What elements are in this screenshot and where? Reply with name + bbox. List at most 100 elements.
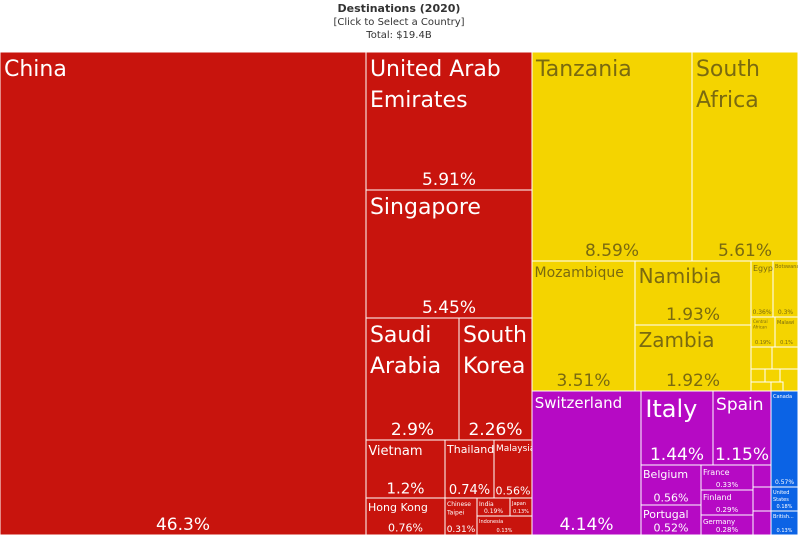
treemap-tile-europe-minor[interactable] [752, 486, 772, 512]
treemap-tile-chinese-taipei[interactable] [444, 497, 478, 535]
treemap-cell-canada[interactable]: Canada 0.57% [770, 390, 798, 488]
treemap-cell-malawi[interactable]: Malawi 0.1% [774, 316, 798, 348]
treemap-cell-france[interactable]: France 0.33% [700, 464, 754, 491]
chart-title: Destinations (2020) [337, 2, 461, 15]
treemap-cell-hong-kong[interactable]: Hong Kong 0.76% [365, 497, 446, 535]
treemap-cell-vietnam[interactable]: Vietnam 1.2% [365, 439, 446, 499]
treemap-cell-switzerland[interactable]: Switzerland 4.14% [531, 390, 642, 535]
treemap-tile-malawi[interactable] [774, 316, 798, 348]
treemap-value-italy: 1.44% [650, 445, 704, 465]
treemap-tile-italy[interactable] [640, 390, 714, 466]
treemap-label-belgium: Belgium [643, 468, 688, 481]
treemap-cell-united-arab-emirates[interactable]: United Arab Emirates 5.91% [365, 51, 533, 191]
treemap-cell-spain[interactable]: Spain 1.15% [712, 390, 772, 466]
treemap-value-spain: 1.15% [715, 445, 769, 465]
treemap-cell-botswana[interactable]: Botswana 0.3% [772, 260, 798, 318]
treemap-cell-malaysia[interactable]: Malaysia 0.56% [493, 439, 535, 499]
treemap-label-finland: Finland [703, 493, 732, 502]
treemap-value-central-african-republic: 0.19% [755, 340, 771, 346]
treemap-tile-china[interactable] [0, 51, 367, 535]
treemap-tile-africa-minor[interactable] [750, 346, 773, 370]
treemap-value-south-africa: 5.61% [718, 241, 772, 261]
treemap-value-united-arab-emirates: 5.91% [422, 170, 476, 190]
treemap-label-vietnam: Vietnam [368, 444, 422, 459]
treemap-tile-africa-minor[interactable] [750, 381, 772, 392]
treemap-cell-british[interactable]: British... 0.13% [770, 510, 798, 535]
treemap-tile-finland[interactable] [700, 489, 754, 516]
treemap-cell-italy[interactable]: Italy 1.44% [640, 390, 714, 466]
treemap-value-tanzania: 8.59% [585, 241, 639, 261]
treemap-value-belgium: 0.56% [654, 492, 689, 505]
treemap-value-thailand: 0.74% [449, 483, 490, 498]
treemap-tile-germany[interactable] [700, 514, 754, 535]
treemap-tile-africa-minor[interactable] [771, 346, 798, 370]
treemap-tile-malaysia[interactable] [493, 439, 533, 499]
treemap-label-united-states: United States [773, 490, 789, 503]
treemap-tile-singapore[interactable] [365, 189, 533, 319]
treemap-tile-europe-minor[interactable] [752, 510, 772, 535]
treemap-tile-hong-kong[interactable] [365, 497, 446, 535]
select-country-link[interactable]: [Click to Select a Country] [333, 17, 465, 28]
treemap-label-british: British... [773, 514, 794, 520]
treemap-value-botswana: 0.3% [778, 309, 794, 316]
treemap-cell-japan[interactable]: Japan 0.13% [509, 497, 533, 517]
treemap-value-mozambique: 3.51% [556, 371, 610, 391]
treemap-tile-vietnam[interactable] [365, 439, 446, 499]
treemap-tile-switzerland[interactable] [531, 390, 642, 535]
treemap-tile-south-africa[interactable] [691, 51, 798, 262]
treemap-tile-saudi-arabia[interactable] [365, 317, 460, 441]
treemap-tile-africa-minor[interactable] [770, 381, 784, 392]
treemap-tile-belgium[interactable] [640, 464, 702, 506]
treemap-tile-united-arab-emirates[interactable] [365, 51, 533, 191]
treemap-tile-tanzania[interactable] [531, 51, 693, 262]
treemap-label-singapore: Singapore [370, 195, 481, 220]
treemap-value-indonesia: 0.13% [497, 528, 513, 534]
treemap-tile-europe-minor[interactable] [752, 464, 772, 488]
treemap-cell-finland[interactable]: Finland 0.29% [700, 489, 754, 516]
treemap-tile-zambia[interactable] [634, 324, 752, 392]
treemap-tile-canada[interactable] [770, 390, 798, 488]
treemap-cell-saudi-arabia[interactable]: Saudi Arabia 2.9% [365, 317, 460, 441]
treemap-value-saudi-arabia: 2.9% [391, 420, 434, 440]
treemap-tile-botswana[interactable] [772, 260, 798, 318]
treemap-cell-tanzania[interactable]: Tanzania 8.59% [531, 51, 693, 262]
treemap-tile-british[interactable] [770, 510, 798, 535]
treemap-cell-chinese-taipei[interactable]: Chinese Taipei 0.31% [444, 497, 478, 535]
treemap-label-united-arab-emirates: United Arab Emirates [370, 57, 501, 113]
treemap-label-switzerland: Switzerland [535, 394, 623, 412]
treemap-cell-zambia[interactable]: Zambia 1.92% [634, 324, 752, 392]
treemap-cell-belgium[interactable]: Belgium 0.56% [640, 464, 702, 506]
treemap-value-singapore: 5.45% [422, 298, 476, 318]
treemap-cell-egypt[interactable]: Egypt 0.36% [750, 260, 776, 318]
treemap-cell-central-african-republic[interactable]: Central African 0.19% [750, 316, 776, 348]
treemap-cell-thailand[interactable]: Thailand 0.74% [444, 439, 495, 499]
treemap-label-portugal: Portugal [643, 508, 689, 521]
treemap-tile-south-korea[interactable] [458, 317, 533, 441]
treemap-label-south-korea: South Korea [463, 323, 527, 379]
treemap-tile-mozambique[interactable] [531, 260, 636, 392]
treemap-cell-singapore[interactable]: Singapore 5.45% [365, 189, 533, 319]
treemap-value-china: 46.3% [156, 515, 210, 535]
treemap-label-saudi-arabia: Saudi Arabia [370, 323, 441, 379]
treemap-value-portugal: 0.52% [654, 522, 689, 535]
treemap-label-italy: Italy [645, 395, 697, 423]
treemap-label-india: India [479, 501, 494, 508]
treemap-tile-namibia[interactable] [634, 260, 752, 326]
treemap-tile-central-african-republic[interactable] [750, 316, 776, 348]
treemap-tile-spain[interactable] [712, 390, 772, 466]
treemap-cell-namibia[interactable]: Namibia 1.93% [634, 260, 752, 326]
treemap-cell-mozambique[interactable]: Mozambique 3.51% [531, 260, 636, 392]
treemap-cell-south-africa[interactable]: South Africa 5.61% [691, 51, 798, 262]
treemap-label-thailand: Thailand [446, 443, 494, 456]
treemap-cell-south-korea[interactable]: South Korea 2.26% [458, 317, 533, 441]
treemap-cell-indonesia[interactable]: Indonesia 0.13% [476, 515, 533, 535]
treemap-value-malaysia: 0.56% [496, 485, 531, 498]
treemap-label-japan: Japan [511, 501, 526, 507]
treemap-tile-france[interactable] [700, 464, 754, 491]
treemap-cell-china[interactable]: China 46.3% [0, 51, 367, 535]
